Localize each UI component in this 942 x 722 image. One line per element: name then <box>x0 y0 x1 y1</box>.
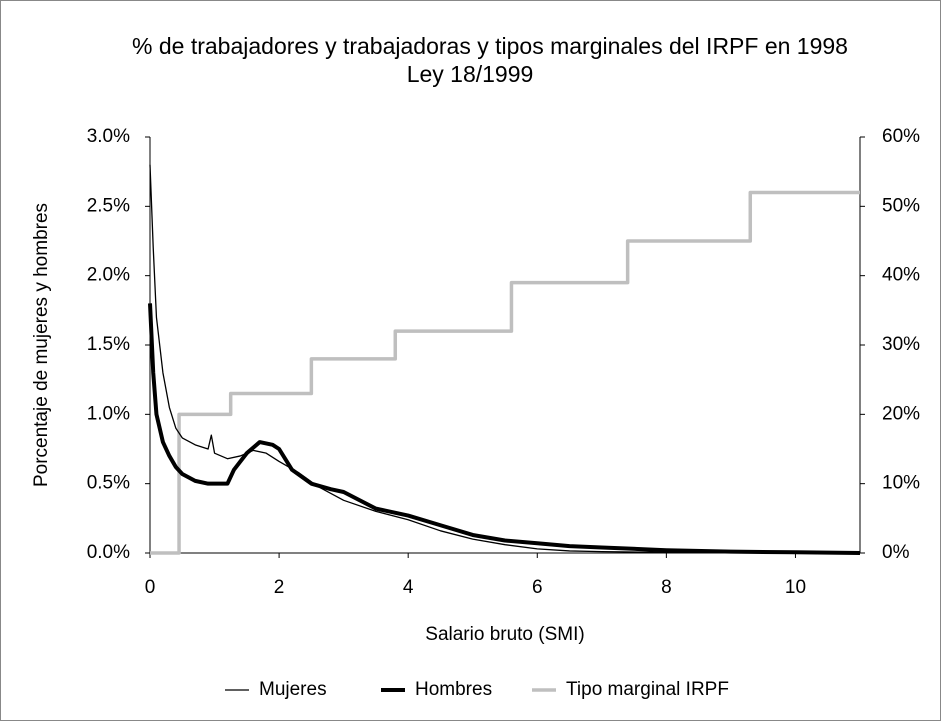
x-tick-label: 10 <box>785 577 806 598</box>
chart-title: % de trabajadores y trabajadoras y tipos… <box>132 33 848 59</box>
y2-tick-label: 10% <box>882 473 920 494</box>
y-axis-label: Porcentaje de mujeres y hombres <box>31 203 52 487</box>
x-tick-label: 6 <box>532 577 543 598</box>
series-line <box>149 164 861 554</box>
y2-tick-label: 20% <box>882 403 920 424</box>
y-tick-label: 1.5% <box>87 334 130 355</box>
x-tick-label: 8 <box>661 577 672 598</box>
chart-subtitle: Ley 18/1999 <box>407 61 534 87</box>
series-line <box>150 190 860 555</box>
y2-tick-label: 60% <box>882 126 920 147</box>
y2-tick-label: 0% <box>882 542 910 563</box>
y-tick-label: 2.0% <box>87 265 130 286</box>
y-tick-label: 0.5% <box>87 473 130 494</box>
legend-label: Mujeres <box>259 679 327 700</box>
y2-tick-label: 40% <box>882 265 920 286</box>
series-line <box>148 303 861 555</box>
x-tick-label: 0 <box>145 577 156 598</box>
legend-label: Tipo marginal IRPF <box>566 679 729 700</box>
y2-tick-label: 50% <box>882 195 920 216</box>
legend-label: Hombres <box>415 679 492 700</box>
x-axis-label: Salario bruto (SMI) <box>425 624 584 645</box>
x-tick-label: 2 <box>274 577 285 598</box>
y2-tick-label: 30% <box>882 334 920 355</box>
y-tick-label: 2.5% <box>87 195 130 216</box>
y-tick-label: 0.0% <box>87 542 130 563</box>
x-tick-label: 4 <box>403 577 414 598</box>
y-tick-label: 1.0% <box>87 403 130 424</box>
y-tick-label: 3.0% <box>87 126 130 147</box>
